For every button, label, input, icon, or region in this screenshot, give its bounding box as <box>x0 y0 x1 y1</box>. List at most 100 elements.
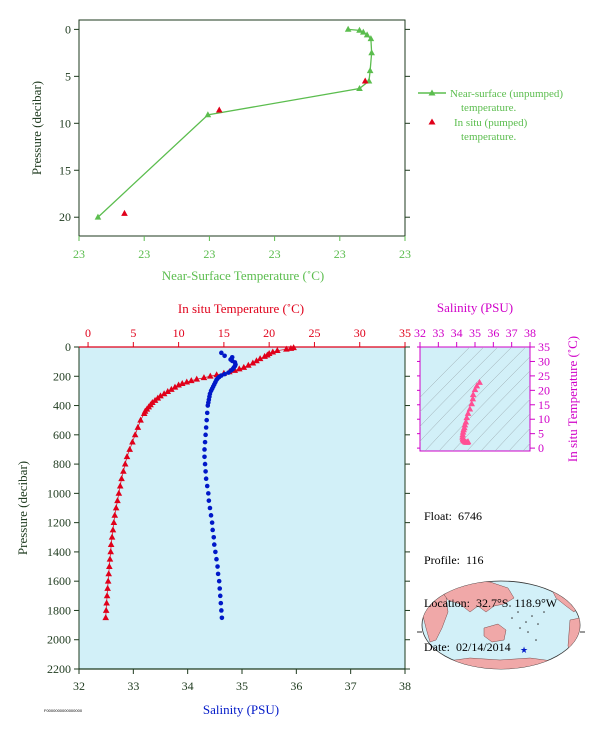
salinity-point <box>217 586 223 591</box>
unpumped-temperature-point <box>367 35 375 42</box>
unpumped-temperature-point <box>356 84 363 91</box>
temperature-point <box>207 372 214 379</box>
x-tick-label: 23 <box>138 247 150 261</box>
temperature-point <box>183 378 191 385</box>
temperature-point <box>116 482 124 489</box>
ts-point <box>466 405 474 412</box>
salinity-point <box>215 571 221 577</box>
ts-point <box>468 400 475 407</box>
pressure-tick-label: 0 <box>65 340 71 354</box>
ts-salinity-axis-label: Salinity (PSU) <box>437 300 513 315</box>
y-tick-label: 20 <box>59 210 71 224</box>
pressure-tick-label: 600 <box>53 428 71 442</box>
legend-pumped-label-1: In situ (pumped) <box>454 117 528 129</box>
float-location-star-icon: ★ <box>520 645 528 655</box>
x-tick-label: 23 <box>269 247 281 261</box>
y-tick-label: 15 <box>59 163 71 177</box>
ts-salinity-tick-label: 33 <box>432 326 444 340</box>
y-tick-label: 0 <box>65 22 71 36</box>
temperature-point <box>111 511 119 518</box>
x-tick-label: 23 <box>399 247 411 261</box>
salinity-point <box>216 578 222 584</box>
temperature-point <box>131 431 139 438</box>
temperature-point <box>240 363 248 370</box>
ts-point <box>471 386 479 393</box>
ts-salinity-ticks: 32 33 34 35 36 37 38 <box>414 326 536 347</box>
near-surface-x-axis-label: Near-Surface Temperature (˚C) <box>162 268 324 283</box>
temperature-tick-label: 15 <box>218 326 230 340</box>
salinity-point <box>219 608 224 613</box>
salinity-point <box>205 403 211 408</box>
temperature-point <box>175 381 182 388</box>
temperature-point <box>109 526 117 533</box>
ts-salinity-tick-label: 38 <box>524 326 536 340</box>
temperature-point <box>114 497 121 504</box>
salinity-tick-label: 36 <box>290 679 302 693</box>
profile-plot-area <box>78 346 406 670</box>
salinity-tick-label: 35 <box>236 679 248 693</box>
salinity-tick-label: 34 <box>182 679 194 693</box>
salinity-point <box>209 520 215 525</box>
legend-unpumped-label-1: Near-surface (unpumped) <box>450 88 563 100</box>
salinity-profile-series <box>202 350 238 621</box>
salinity-point <box>218 600 224 606</box>
salinity-point <box>204 417 209 423</box>
ts-salinity-tick-label: 32 <box>414 326 426 340</box>
temperature-point <box>245 361 252 368</box>
ts-temperature-tick-label: 15 <box>538 398 550 412</box>
pressure-tick-label: 1200 <box>47 516 71 530</box>
temperature-point <box>115 489 123 496</box>
ts-salinity-tick-label: 36 <box>487 326 499 340</box>
profile-temperature-ticks: 0 5 10 15 20 25 30 35 <box>85 326 411 347</box>
density-contour <box>508 428 530 451</box>
salinity-point <box>210 527 215 533</box>
temperature-point <box>129 438 136 445</box>
near-surface-plot-frame <box>78 19 406 237</box>
salinity-point <box>219 350 224 356</box>
temperature-point <box>137 416 144 423</box>
x-tick-label: 23 <box>334 247 346 261</box>
temperature-point <box>107 548 114 555</box>
ts-point <box>469 391 477 398</box>
temperature-point <box>106 555 114 562</box>
pressure-tick-label: 2200 <box>47 662 71 676</box>
salinity-point <box>204 483 210 489</box>
y-tick-label: 5 <box>65 69 71 83</box>
island-dot <box>527 631 529 633</box>
ts-temperature-tick-label: 10 <box>538 412 550 426</box>
profile-salinity-ticks: 32 33 34 35 36 37 38 <box>73 669 411 693</box>
salinity-tick-label: 37 <box>345 679 357 693</box>
island-dot <box>517 611 519 613</box>
salinity-point <box>222 353 227 359</box>
temperature-point <box>160 390 168 397</box>
x-tick-label: 23 <box>73 247 85 261</box>
temperature-point <box>235 365 243 372</box>
profile-date: Date: 02/14/2014 <box>424 639 511 654</box>
ts-point <box>461 421 469 428</box>
temperature-point <box>118 475 125 482</box>
salinity-point <box>213 549 218 555</box>
density-contour <box>420 347 513 442</box>
map-land-south-america <box>567 617 580 657</box>
temperature-point <box>187 377 195 384</box>
salinity-point <box>214 556 219 562</box>
ts-density-contours <box>420 347 530 451</box>
ts-point <box>469 395 477 402</box>
pressure-tick-label: 1400 <box>47 545 71 559</box>
map-land-australia <box>483 623 507 643</box>
pumped-temperature-point <box>361 77 369 84</box>
salinity-point <box>206 491 211 496</box>
temperature-tick-label: 35 <box>399 326 411 340</box>
ts-salinity-tick-label: 34 <box>451 326 463 340</box>
density-contour <box>420 347 471 398</box>
near-surface-chart: 0 5 10 15 20 23 23 23 23 23 23 Near-Surface Tempe… <box>29 19 563 283</box>
pressure-tick-label: 400 <box>53 399 71 413</box>
temperature-point <box>287 344 295 351</box>
ts-point <box>464 409 472 416</box>
unpumped-temperature-point <box>204 111 212 118</box>
temperature-point <box>140 409 148 416</box>
file-identifier: F0000000000000000 <box>44 708 83 713</box>
temperature-point <box>261 352 268 359</box>
salinity-point <box>206 498 212 503</box>
ts-point <box>464 438 472 445</box>
